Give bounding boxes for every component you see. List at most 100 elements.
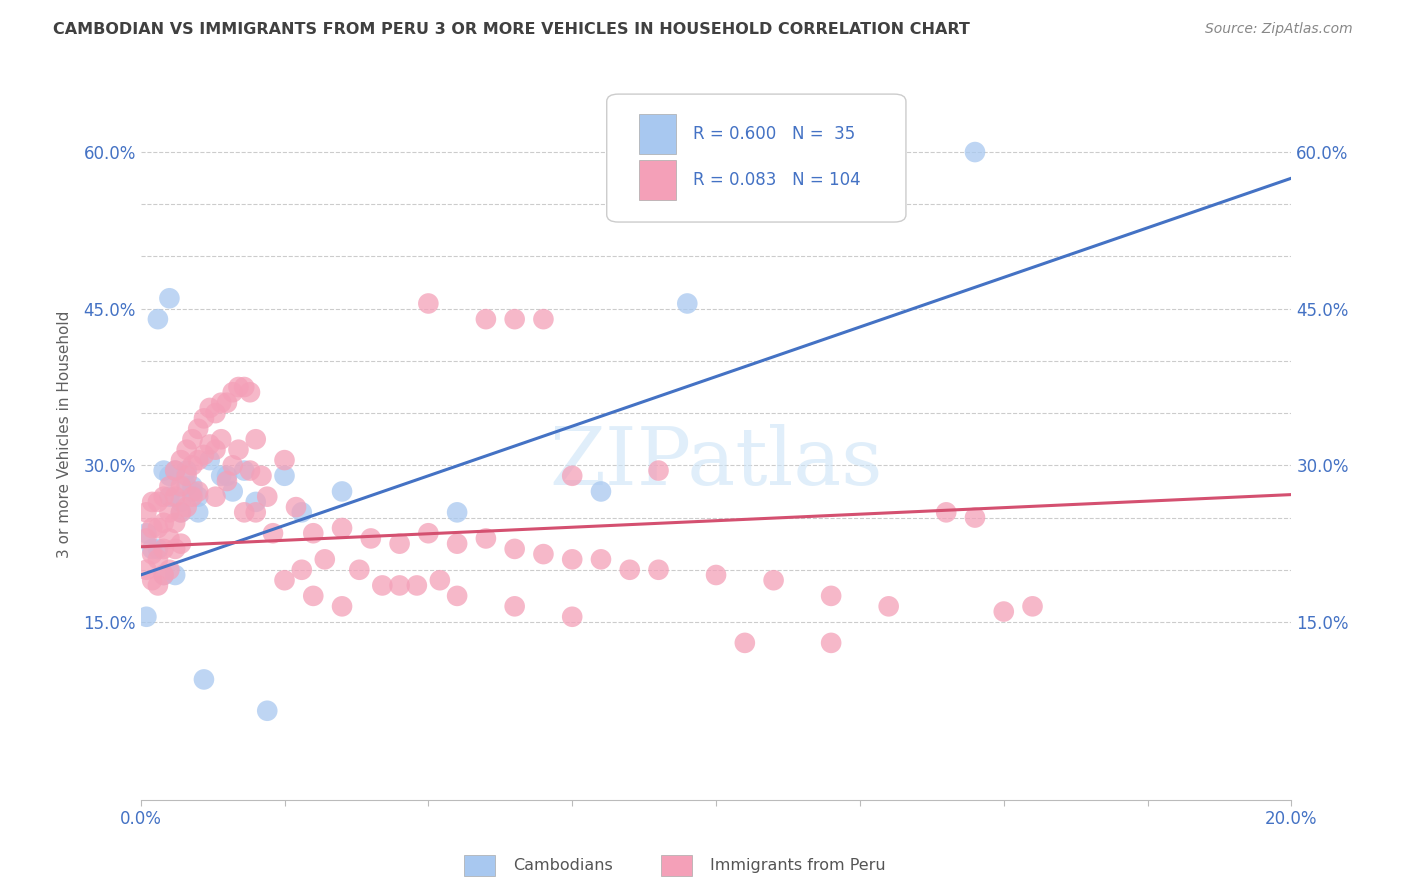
Point: [157, 505, 180, 519]
Point: [388, 536, 411, 550]
Point: [228, 442, 250, 457]
Point: [187, 484, 209, 499]
Point: [170, 495, 193, 509]
Point: [141, 521, 163, 535]
Y-axis label: 3 or more Vehicles in Household: 3 or more Vehicles in Household: [58, 310, 72, 558]
Point: [418, 296, 440, 310]
Point: [146, 521, 169, 535]
Point: [273, 468, 295, 483]
Point: [209, 468, 232, 483]
Point: [176, 468, 198, 483]
Point: [198, 437, 221, 451]
Point: [181, 432, 204, 446]
Point: [734, 636, 756, 650]
Point: [198, 401, 221, 415]
Point: [704, 568, 727, 582]
Point: [157, 468, 180, 483]
Point: [157, 479, 180, 493]
Point: [141, 541, 163, 556]
Point: [135, 505, 157, 519]
Point: [820, 636, 842, 650]
Point: [446, 536, 468, 550]
Text: Source: ZipAtlas.com: Source: ZipAtlas.com: [1205, 22, 1353, 37]
Point: [215, 468, 238, 483]
Point: [561, 468, 583, 483]
Point: [647, 563, 669, 577]
Point: [371, 578, 394, 592]
Point: [1021, 599, 1043, 614]
Point: [187, 422, 209, 436]
Point: [302, 526, 325, 541]
Point: [262, 526, 284, 541]
Point: [405, 578, 427, 592]
Point: [146, 312, 169, 326]
Text: Cambodians: Cambodians: [513, 858, 613, 872]
Point: [193, 673, 215, 687]
Point: [285, 500, 308, 515]
Point: [170, 505, 193, 519]
Point: [993, 605, 1015, 619]
Point: [157, 490, 180, 504]
Point: [273, 453, 295, 467]
Point: [165, 464, 187, 478]
Point: [146, 578, 169, 592]
Point: [245, 505, 267, 519]
Point: [152, 490, 174, 504]
Point: [676, 296, 699, 310]
Point: [222, 458, 245, 473]
Point: [152, 541, 174, 556]
Point: [152, 568, 174, 582]
FancyBboxPatch shape: [607, 94, 905, 222]
Text: R = 0.600   N =  35: R = 0.600 N = 35: [693, 125, 855, 143]
Point: [152, 516, 174, 530]
Point: [181, 484, 204, 499]
Point: [157, 532, 180, 546]
Point: [233, 380, 256, 394]
Point: [273, 573, 295, 587]
Text: R = 0.083   N = 104: R = 0.083 N = 104: [693, 171, 860, 189]
Point: [446, 505, 468, 519]
Point: [135, 609, 157, 624]
Point: [176, 500, 198, 515]
Point: [388, 578, 411, 592]
Point: [176, 479, 198, 493]
Point: [193, 411, 215, 425]
Point: [176, 442, 198, 457]
Point: [170, 479, 193, 493]
Point: [204, 406, 226, 420]
Point: [157, 563, 180, 577]
Text: ZIPatlas: ZIPatlas: [550, 425, 883, 502]
Point: [209, 432, 232, 446]
Point: [475, 312, 498, 326]
Point: [157, 291, 180, 305]
Point: [204, 442, 226, 457]
Point: [619, 563, 641, 577]
Point: [250, 468, 273, 483]
Point: [446, 589, 468, 603]
Point: [429, 573, 451, 587]
Text: Immigrants from Peru: Immigrants from Peru: [710, 858, 886, 872]
Point: [170, 505, 193, 519]
Point: [330, 599, 353, 614]
FancyBboxPatch shape: [638, 114, 676, 154]
FancyBboxPatch shape: [638, 160, 676, 200]
Point: [141, 573, 163, 587]
Point: [245, 495, 267, 509]
Point: [647, 464, 669, 478]
Point: [475, 532, 498, 546]
Point: [170, 453, 193, 467]
Point: [245, 432, 267, 446]
Point: [187, 453, 209, 467]
Point: [181, 458, 204, 473]
Point: [239, 385, 262, 400]
Point: [228, 380, 250, 394]
Point: [181, 479, 204, 493]
Point: [561, 609, 583, 624]
Point: [165, 541, 187, 556]
Point: [820, 589, 842, 603]
Text: CAMBODIAN VS IMMIGRANTS FROM PERU 3 OR MORE VEHICLES IN HOUSEHOLD CORRELATION CH: CAMBODIAN VS IMMIGRANTS FROM PERU 3 OR M…: [53, 22, 970, 37]
Point: [152, 568, 174, 582]
Point: [589, 552, 612, 566]
Point: [222, 484, 245, 499]
Point: [935, 505, 957, 519]
